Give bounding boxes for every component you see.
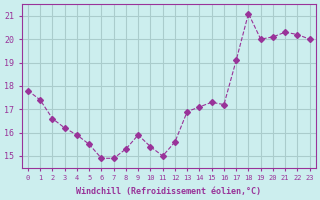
X-axis label: Windchill (Refroidissement éolien,°C): Windchill (Refroidissement éolien,°C) bbox=[76, 187, 261, 196]
